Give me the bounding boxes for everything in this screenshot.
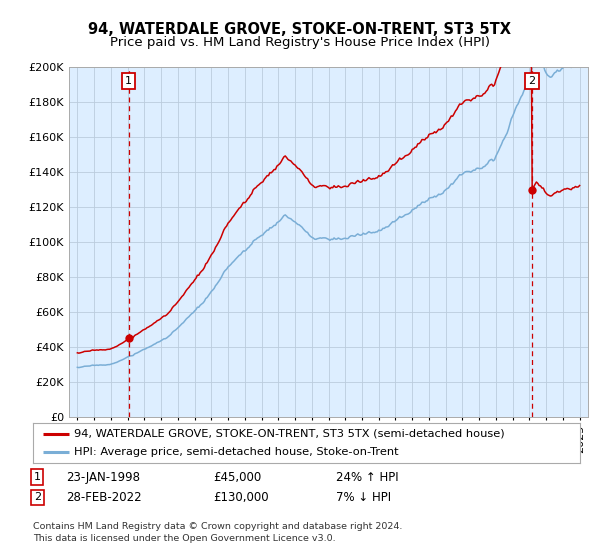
Text: Price paid vs. HM Land Registry's House Price Index (HPI): Price paid vs. HM Land Registry's House … bbox=[110, 36, 490, 49]
Text: 2: 2 bbox=[34, 492, 41, 502]
Text: 94, WATERDALE GROVE, STOKE-ON-TRENT, ST3 5TX: 94, WATERDALE GROVE, STOKE-ON-TRENT, ST3… bbox=[89, 22, 511, 38]
Text: HPI: Average price, semi-detached house, Stoke-on-Trent: HPI: Average price, semi-detached house,… bbox=[74, 447, 398, 457]
Text: 24% ↑ HPI: 24% ↑ HPI bbox=[336, 470, 398, 484]
Text: £45,000: £45,000 bbox=[213, 470, 261, 484]
Text: This data is licensed under the Open Government Licence v3.0.: This data is licensed under the Open Gov… bbox=[33, 534, 335, 543]
Text: £130,000: £130,000 bbox=[213, 491, 269, 504]
Text: 1: 1 bbox=[34, 472, 41, 482]
Text: 1: 1 bbox=[125, 76, 132, 86]
Text: 2: 2 bbox=[529, 76, 536, 86]
Text: 7% ↓ HPI: 7% ↓ HPI bbox=[336, 491, 391, 504]
Text: 94, WATERDALE GROVE, STOKE-ON-TRENT, ST3 5TX (semi-detached house): 94, WATERDALE GROVE, STOKE-ON-TRENT, ST3… bbox=[74, 429, 505, 438]
Text: 28-FEB-2022: 28-FEB-2022 bbox=[66, 491, 142, 504]
Text: 23-JAN-1998: 23-JAN-1998 bbox=[66, 470, 140, 484]
Text: Contains HM Land Registry data © Crown copyright and database right 2024.: Contains HM Land Registry data © Crown c… bbox=[33, 522, 403, 531]
